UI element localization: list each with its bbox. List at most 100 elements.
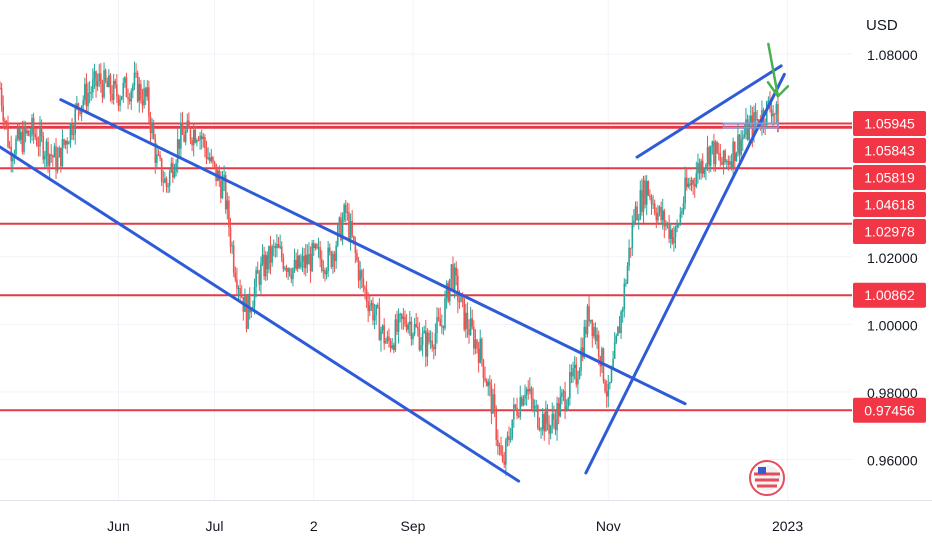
candle-body	[681, 210, 683, 214]
candle-body	[133, 72, 136, 86]
candle-body	[455, 267, 458, 276]
candle-body	[375, 304, 377, 316]
candle-body	[21, 131, 24, 152]
candle-body	[208, 157, 211, 162]
candle-body	[32, 117, 35, 134]
candle-body	[647, 181, 650, 196]
candle-body	[304, 254, 307, 268]
candle-body	[749, 115, 752, 123]
candle-body	[466, 312, 469, 329]
candle-body	[327, 247, 329, 272]
horizontal-levels-layer	[0, 122, 852, 412]
trendlines-layer[interactable]	[0, 64, 786, 483]
candle-body	[420, 345, 422, 350]
candle-body	[554, 419, 557, 431]
candle-body	[298, 255, 301, 268]
candle-body	[684, 177, 686, 204]
candle-body	[0, 88, 3, 106]
candle-body	[103, 70, 105, 98]
candle-body	[706, 147, 709, 165]
candle-body	[300, 261, 302, 268]
candle-body	[717, 152, 720, 154]
x-tick-label: 2	[310, 518, 318, 534]
candle-body	[469, 318, 472, 335]
candle-body	[359, 270, 361, 281]
candle-body	[556, 403, 558, 431]
price-label-badge	[853, 397, 926, 423]
candle-body	[184, 131, 187, 142]
candle-body	[540, 429, 542, 431]
x-tick-label: Nov	[596, 518, 621, 534]
candle-body	[92, 79, 94, 93]
candle-body	[445, 283, 448, 299]
candle-body	[370, 302, 373, 306]
candle-body	[388, 336, 390, 342]
candle-body	[325, 271, 328, 275]
candle-body	[226, 200, 229, 210]
us-eu-flags-icon[interactable]	[749, 460, 785, 496]
candle-body	[676, 224, 678, 228]
candle-body	[106, 81, 109, 87]
candle-body	[551, 413, 554, 427]
annotations-layer[interactable]	[722, 42, 790, 129]
candle-body	[20, 131, 22, 140]
candle-body	[130, 90, 133, 102]
candle-body	[416, 326, 419, 330]
candle-body	[34, 133, 37, 138]
candle-body	[735, 152, 738, 162]
candle-body	[431, 340, 434, 348]
candle-body	[490, 385, 493, 414]
candle-body	[428, 332, 430, 342]
trendline[interactable]	[584, 72, 786, 475]
candle-body	[144, 88, 147, 97]
candle-body	[770, 109, 773, 117]
candle-body	[37, 145, 40, 147]
candle-body	[63, 139, 65, 145]
candle-body	[609, 382, 611, 384]
candle-body	[50, 154, 53, 156]
candle-body	[42, 135, 45, 160]
candle-body	[721, 161, 723, 165]
candle-body	[202, 137, 205, 139]
down-arrow-head[interactable]	[766, 81, 790, 98]
candle-body	[738, 134, 741, 155]
candle-body	[5, 120, 8, 124]
candle-body	[708, 147, 710, 166]
candle-body	[413, 324, 416, 335]
candle-body	[332, 253, 334, 267]
range-box[interactable]	[722, 122, 779, 129]
candle-body	[649, 195, 651, 198]
price-label-text: 1.05819	[864, 169, 915, 185]
candle-body	[205, 148, 208, 160]
candle-body	[207, 157, 209, 160]
candle-body	[266, 255, 269, 270]
candle-body	[140, 83, 142, 100]
candle-body	[224, 175, 227, 210]
trendline[interactable]	[0, 145, 521, 483]
candle-body	[495, 408, 498, 440]
candle-body	[87, 92, 89, 107]
candle-body	[765, 101, 768, 126]
trendline[interactable]	[635, 64, 783, 159]
candle-body	[585, 326, 587, 335]
candle-body	[692, 179, 694, 185]
candle-body	[429, 340, 432, 342]
candle-body	[301, 255, 304, 262]
candle-body	[591, 319, 594, 337]
candle-body	[282, 257, 285, 270]
candle-body	[634, 206, 637, 221]
candle-body	[553, 413, 555, 420]
candle-body	[138, 83, 141, 102]
candle-body	[7, 123, 9, 147]
price-label-badge	[853, 110, 926, 136]
trendline[interactable]	[59, 98, 687, 406]
candle-body	[295, 259, 297, 270]
down-arrow-shaft[interactable]	[767, 42, 780, 98]
candle-body	[15, 138, 17, 155]
candle-body	[136, 73, 139, 102]
candle-body	[309, 253, 312, 272]
candle-body	[311, 243, 313, 272]
candle-body	[271, 246, 273, 263]
